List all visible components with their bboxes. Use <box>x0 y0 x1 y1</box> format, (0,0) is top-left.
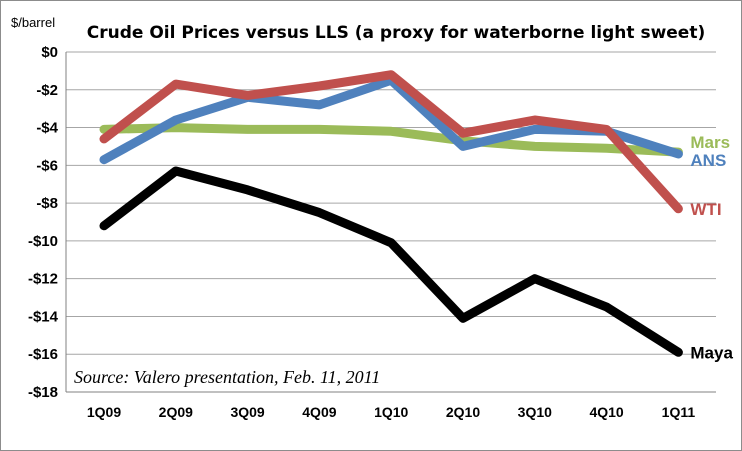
x-tick-label: 3Q10 <box>518 404 552 420</box>
x-tick-label: 4Q10 <box>589 404 623 420</box>
x-tick-label: 1Q11 <box>662 404 696 420</box>
y-tick-label: -$12 <box>28 271 58 288</box>
x-tick-label: 1Q10 <box>374 404 408 420</box>
y-tick-label: -$16 <box>28 346 58 363</box>
y-tick-label: -$14 <box>28 308 59 325</box>
y-tick-label: -$8 <box>36 195 58 212</box>
series-label-wti: WTI <box>690 200 721 219</box>
y-tick-label: -$2 <box>36 82 58 99</box>
x-tick-label: 3Q09 <box>230 404 264 420</box>
x-tick-label: 4Q09 <box>302 404 336 420</box>
source-note: Source: Valero presentation, Feb. 11, 20… <box>74 367 380 387</box>
axes: $0 -$2 -$4 -$6 -$8 -$10 -$12 -$14 -$16 -$18 1Q09 2Q… <box>28 44 716 420</box>
chart-title: Crude Oil Prices versus LLS (a proxy for… <box>87 23 705 43</box>
x-tick-label: 1Q09 <box>87 404 121 420</box>
y-tick-label: -$10 <box>28 233 58 250</box>
x-tick-label: 2Q09 <box>159 404 193 420</box>
x-tick-label: 2Q10 <box>446 404 480 420</box>
series-label-maya: Maya <box>690 343 733 362</box>
y-tick-label: -$18 <box>28 384 58 401</box>
y-tick-label: -$4 <box>36 120 58 137</box>
series-line-maya <box>99 166 683 357</box>
y-tick-label: $0 <box>41 44 58 61</box>
series-line-wti <box>99 70 683 214</box>
y-tick-label: -$6 <box>36 157 58 174</box>
series-label-mars: Mars <box>690 133 730 152</box>
series-label-ans: ANS <box>690 151 726 170</box>
series-line-mars <box>99 123 683 157</box>
series-lines <box>99 70 683 357</box>
y-unit-label: $/barrel <box>11 15 55 30</box>
